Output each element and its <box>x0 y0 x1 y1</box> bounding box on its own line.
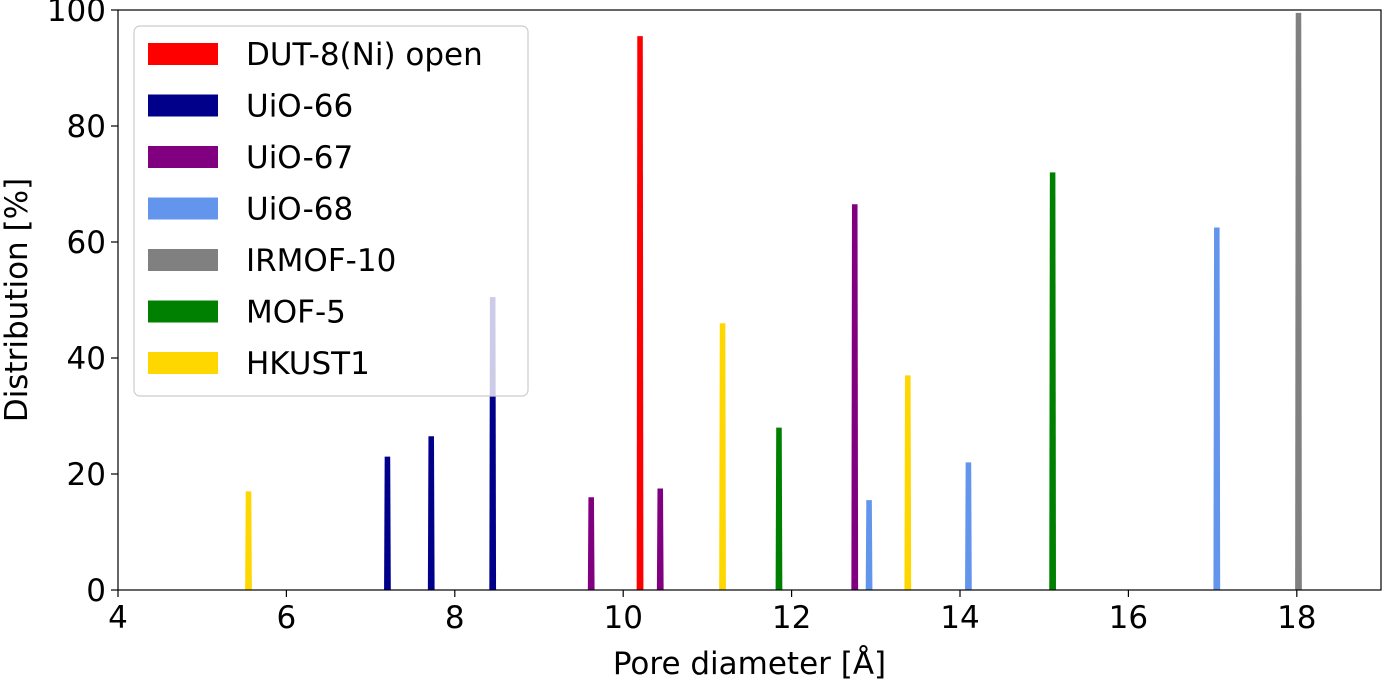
x-axis-ticks: 4 6 8 10 12 14 16 18 <box>108 590 1317 636</box>
peak-hkust1-1 <box>719 323 726 590</box>
peak-uio-67-1 <box>656 488 664 590</box>
chart-marks <box>245 12 1302 591</box>
y-axis-ticks: 0 20 40 60 80 100 <box>47 0 118 609</box>
legend-label: IRMOF-10 <box>246 243 396 279</box>
y-tick-label: 40 <box>67 341 106 377</box>
y-tick-label: 20 <box>67 457 106 493</box>
legend-label: UiO-68 <box>246 192 353 228</box>
peak-uio-68-1 <box>965 462 972 590</box>
y-tick-label: 80 <box>67 109 106 145</box>
x-tick-label: 12 <box>772 600 811 636</box>
peak-mof-5-1 <box>1049 172 1056 590</box>
x-tick-label: 8 <box>445 600 465 636</box>
legend-label: MOF-5 <box>246 295 346 331</box>
legend-swatch <box>148 300 218 323</box>
legend-swatch <box>148 197 218 220</box>
plot-frame <box>117 9 1382 591</box>
peak-dut-8-ni-open-0 <box>636 36 644 591</box>
peak-uio-68-2 <box>1213 227 1221 590</box>
y-tick-label: 0 <box>86 573 106 609</box>
y-axis-label: Distribution [%] <box>0 178 35 422</box>
legend-swatch <box>148 43 218 65</box>
y-tick-label: 100 <box>47 0 106 29</box>
peak-uio-66-1 <box>427 436 435 590</box>
legend-label: DUT-8(Ni) open <box>246 37 483 73</box>
peak-uio-67-2 <box>851 204 859 591</box>
legend-label: UiO-67 <box>246 140 353 176</box>
x-tick-label: 4 <box>108 600 128 636</box>
legend-swatch <box>148 352 218 374</box>
x-tick-label: 16 <box>1109 600 1148 636</box>
peak-hkust1-2 <box>904 375 912 590</box>
peak-uio-66-0 <box>384 456 391 590</box>
legend-label: HKUST1 <box>246 346 370 382</box>
peak-hkust1-0 <box>245 491 252 590</box>
x-axis-label: Pore diameter [Å] <box>613 646 886 680</box>
peak-irmof-10-0 <box>1295 12 1302 590</box>
peak-mof-5-0 <box>775 427 783 590</box>
y-tick-label: 60 <box>67 225 106 261</box>
legend-swatch <box>148 249 218 271</box>
legend-swatch <box>148 146 218 168</box>
legend: DUT-8(Ni) open UiO-66 UiO-67 UiO-68 IRMOF-10… <box>133 25 529 397</box>
legend-label: UiO-66 <box>246 89 353 125</box>
peak-uio-68-0 <box>865 500 873 590</box>
legend-box <box>133 25 529 397</box>
peak-uio-67-0 <box>587 497 595 590</box>
x-tick-label: 6 <box>277 600 297 636</box>
x-tick-label: 10 <box>603 600 642 636</box>
legend-swatch <box>148 94 218 117</box>
x-tick-label: 18 <box>1277 600 1316 636</box>
x-tick-label: 14 <box>940 600 979 636</box>
